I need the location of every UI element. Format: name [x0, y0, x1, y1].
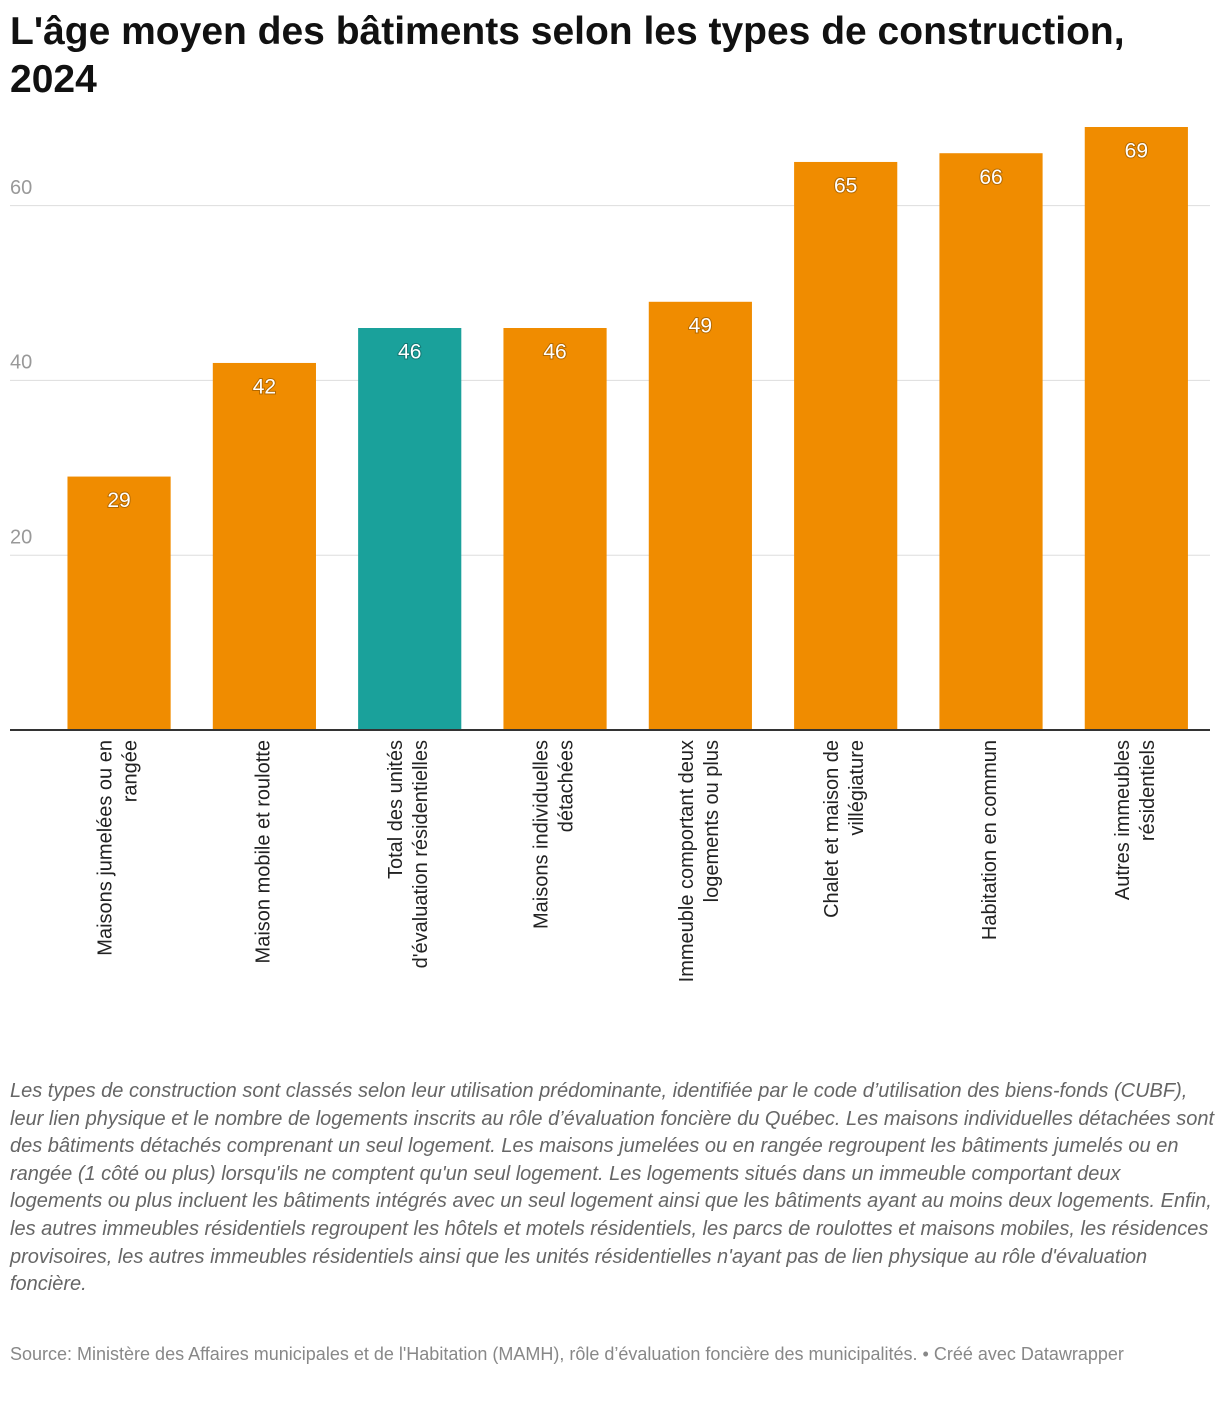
value-label: 49 [689, 314, 712, 337]
value-label: 65 [834, 175, 857, 198]
footnote: Les types de construction sont classés s… [10, 1080, 1215, 1296]
x-tick-label: Autres immeubles résidentiels [1112, 740, 1159, 900]
chart: 20 40 60 29 Maisons jumelées ou en rangée 42 Ma… [10, 127, 1210, 982]
y-tick-label: 20 [10, 526, 32, 548]
chart-title: L'âge moyen des bâtiments selon les type… [10, 10, 1125, 101]
bar [67, 476, 171, 730]
bar [212, 362, 316, 730]
bar [358, 328, 462, 730]
value-label: 29 [107, 489, 130, 512]
bar [503, 328, 607, 730]
bar [1084, 127, 1188, 730]
bar [939, 153, 1043, 730]
x-tick-label: Maisons jumelées ou en rangée [95, 740, 142, 956]
x-tick-label: Maison mobile et roulotte [253, 740, 275, 963]
x-tick-label: Total des unités d'évaluation résidentiel… [385, 740, 432, 968]
y-tick-label: 40 [10, 352, 32, 374]
x-tick-label: Maisons individuelles détachées [531, 740, 578, 929]
x-tick-label: Habitation en commun [979, 740, 1001, 940]
value-label: 42 [253, 376, 276, 399]
y-tick-label: 60 [10, 177, 32, 199]
x-tick-label: Immeuble comportant deux logements ou plu… [676, 740, 723, 982]
bar [794, 161, 898, 730]
bar [648, 301, 752, 730]
value-label: 66 [979, 166, 1002, 189]
value-label: 69 [1125, 140, 1148, 163]
x-tick-label: Chalet et maison de villégiature [821, 740, 868, 918]
source: Source: Ministère des Affaires municipal… [10, 1344, 1124, 1364]
value-label: 46 [543, 341, 566, 364]
value-label: 46 [398, 341, 421, 364]
